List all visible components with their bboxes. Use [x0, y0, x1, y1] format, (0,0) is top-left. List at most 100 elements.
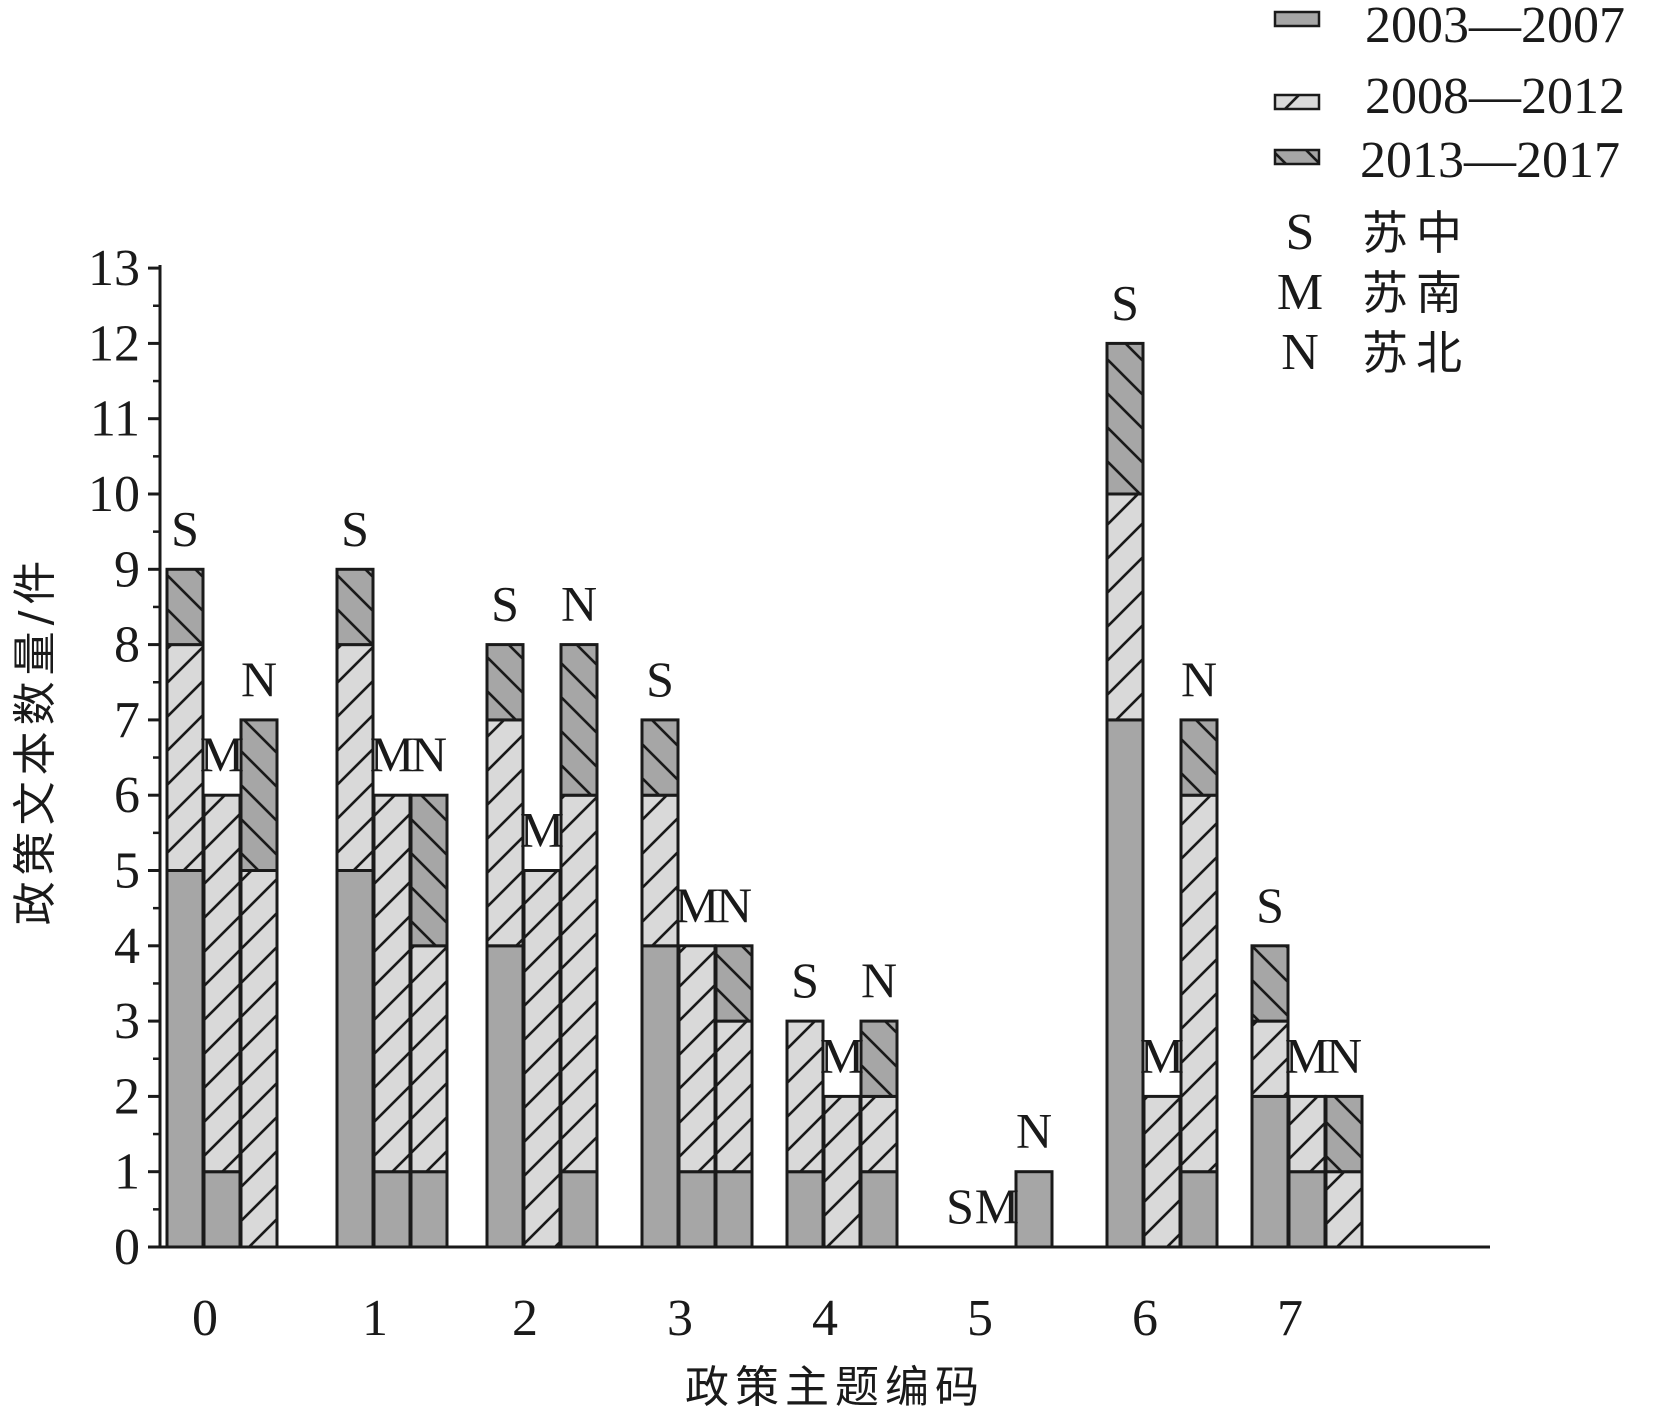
x-ticks: 0 1 2 3 4 5 6 7: [192, 1290, 1303, 1347]
legend-label-period-1: 2003—2007: [1365, 0, 1625, 54]
bar-label: M: [1285, 1027, 1329, 1083]
bar-label: S: [171, 500, 199, 556]
bar-segment: [1014, 1170, 1054, 1249]
bar-label: N: [411, 726, 447, 782]
y-tick-label: 4: [114, 918, 140, 975]
y-tick-label: 11: [90, 391, 140, 448]
bar-segment: [559, 793, 599, 1174]
bar-label: N: [1326, 1027, 1362, 1083]
x-tick-label: 0: [192, 1290, 218, 1347]
bar-label: S: [491, 576, 519, 632]
bar-segment: [409, 793, 449, 948]
bar-segment: [202, 793, 242, 1174]
bar-label: S: [646, 651, 674, 707]
bar-segment: [1324, 1094, 1364, 1174]
x-tick-label: 2: [512, 1290, 538, 1347]
bar-segment: [640, 944, 680, 1249]
bar-segment: [1287, 1094, 1327, 1174]
bar-label: N: [561, 576, 597, 632]
bar-segment: [1250, 1094, 1290, 1249]
bar-segment: [165, 567, 205, 647]
bar-segment: [677, 944, 717, 1174]
legend-swatch-period-2: [1273, 93, 1321, 111]
bar-segment: [859, 1094, 899, 1174]
bar-segment: [714, 1019, 754, 1174]
bar-segment: [1179, 793, 1219, 1174]
x-axis-title: 政策主题编码: [685, 1362, 985, 1413]
bar-segment: [522, 869, 562, 1249]
bar-segment: [1105, 341, 1145, 496]
y-tick-label: 10: [88, 466, 140, 523]
legend-label-period-3: 2013—2017: [1360, 132, 1620, 189]
bar-segment: [677, 1170, 717, 1249]
x-tick-label: 5: [967, 1290, 993, 1347]
legend-region-code-m: M: [1277, 264, 1323, 321]
y-axis-title: 政策文本数量/件: [10, 555, 61, 926]
bar-segment: [859, 1019, 899, 1098]
bar-label: N: [1181, 651, 1217, 707]
bar-segment: [1105, 492, 1145, 722]
bar-label: S: [341, 500, 369, 556]
bar-label: M: [520, 802, 564, 858]
bar-segment: [335, 869, 375, 1249]
legend-region-name-s: 苏中: [1362, 206, 1470, 260]
y-tick-label: 12: [88, 315, 140, 372]
bar-label: M: [820, 1027, 864, 1083]
bar-label: M: [1140, 1027, 1184, 1083]
bar-label: S: [791, 952, 819, 1008]
bar-label: M: [200, 726, 244, 782]
y-tick-label: 3: [114, 993, 140, 1050]
bar-segment: [239, 869, 279, 1249]
bar-segment: [1324, 1170, 1364, 1249]
bar-segment: [165, 643, 205, 872]
bar-label: S: [1111, 274, 1139, 330]
bar-segment: [559, 1170, 599, 1249]
bar-segment: [239, 718, 279, 873]
legend-label-period-2: 2008—2012: [1365, 68, 1625, 125]
legend-region-code-s: S: [1286, 204, 1315, 261]
bar-segment: [859, 1170, 899, 1249]
legend-swatch-period-1: [1273, 10, 1321, 28]
legend-region-name-n: 苏北: [1362, 326, 1470, 380]
x-tick-label: 3: [667, 1290, 693, 1347]
bar-segment: [372, 1170, 412, 1249]
bar-segment: [372, 793, 412, 1174]
y-tick-label: 8: [114, 617, 140, 674]
bar-segment: [409, 944, 449, 1174]
x-tick-label: 4: [812, 1290, 838, 1347]
legend: 2003—2007 2008—2012 2013—2017 S 苏中 M 苏南 …: [1273, 0, 1625, 381]
bar-label: M: [675, 877, 719, 933]
bar-segment: [202, 1170, 242, 1249]
bar-segment: [485, 718, 525, 948]
legend-region-code-n: N: [1281, 324, 1319, 381]
bar-segment: [1179, 1170, 1219, 1249]
bar-segment: [1250, 944, 1290, 1023]
bar-label: N: [861, 952, 897, 1008]
x-tick-label: 7: [1277, 1290, 1303, 1347]
y-tick-label: 5: [114, 843, 140, 900]
bar-segment: [165, 869, 205, 1249]
y-tick-label: 2: [114, 1068, 140, 1125]
bar-segment: [335, 643, 375, 872]
bar-label: S: [1256, 877, 1284, 933]
y-tick-label: 7: [114, 692, 140, 749]
bar-segment: [640, 793, 680, 948]
bar-segment: [485, 643, 525, 722]
bar-segment: [640, 718, 680, 797]
bar-label: M: [975, 1178, 1019, 1234]
bar-segment: [1142, 1094, 1182, 1249]
bars: [165, 341, 1364, 1249]
bar-label: M: [370, 726, 414, 782]
bar-label: N: [1016, 1103, 1052, 1159]
bar-segment: [409, 1170, 449, 1249]
y-tick-label: 0: [114, 1219, 140, 1276]
bar-segment: [785, 1019, 825, 1174]
y-tick-label: 9: [114, 541, 140, 598]
bar-segment: [714, 944, 754, 1023]
y-tick-label: 13: [88, 240, 140, 297]
x-tick-label: 1: [362, 1290, 388, 1347]
